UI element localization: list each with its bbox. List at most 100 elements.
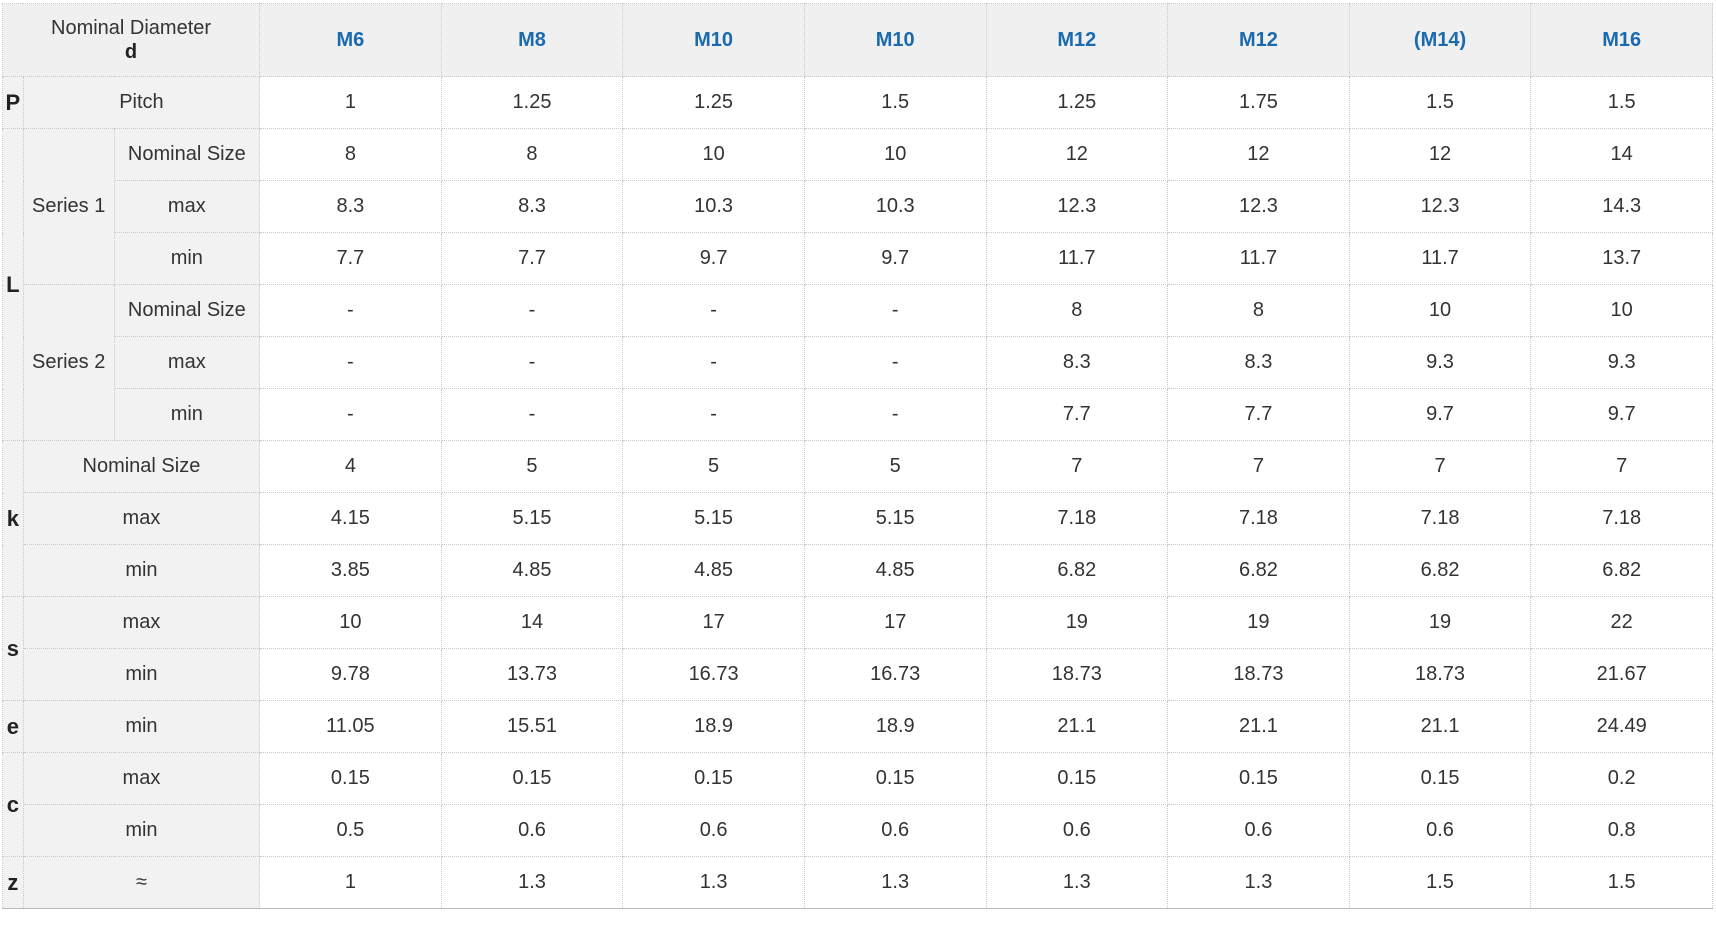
l-series1-min-value: 11.7 — [1167, 232, 1350, 285]
row-s-max: s max 10 14 17 17 19 19 19 22 — [2, 596, 1713, 701]
series2-max-label: max — [113, 336, 261, 389]
s-min-label: min — [22, 648, 261, 701]
series1-max-label: max — [113, 180, 261, 233]
column-header-m10-b: M10 — [803, 3, 987, 77]
l-series2-min-value: 7.7 — [985, 388, 1169, 441]
s-max-value: 19 — [1167, 596, 1350, 649]
row-l-series2-nominal: Series 2 Nominal Size - - - -8 8 10 10 — [3, 284, 1713, 441]
k-min-value: 6.82 — [1167, 544, 1350, 597]
l-series2-nominal-value: 10 — [1348, 284, 1532, 337]
z-value: 1.3 — [1167, 856, 1350, 909]
l-series1-nominal-value: 12 — [1167, 128, 1350, 181]
row-e-min: e min 11.05 15.51 18.9 18.9 21.1 21.1 21.1 24.49 — [2, 700, 1713, 753]
k-max-value: 7.18 — [1530, 492, 1713, 545]
column-header-m10-a: M10 — [622, 3, 805, 77]
series2-nominal-label: Nominal Size — [113, 284, 261, 337]
c-min-value: 0.6 — [622, 804, 805, 857]
s-min-value: 18.73 — [1348, 648, 1532, 701]
l-series2-min-value: 7.7 — [1167, 388, 1350, 441]
l-series2-nominal-value: - — [440, 284, 624, 337]
e-min-label: min — [22, 700, 261, 753]
l-series2-max-value: 9.3 — [1348, 336, 1532, 389]
s-max-value: 14 — [440, 596, 624, 649]
z-approx-label: ≈ — [22, 856, 261, 909]
row-l-series1-max: max 8.3 8.3 10.3 10.3 12.3 12.3 12.3 14.3 — [3, 180, 1713, 233]
l-series1-min-value: 13.7 — [1530, 232, 1713, 285]
c-max-value: 0.2 — [1530, 752, 1713, 805]
l-series2-min-value: - — [803, 388, 987, 441]
k-max-value: 7.18 — [1348, 492, 1532, 545]
l-series2-min-value: 9.7 — [1348, 388, 1532, 441]
l-series1-nominal-value: 8 — [259, 128, 442, 181]
l-series2-min-value: - — [622, 388, 805, 441]
c-min-value: 0.6 — [1348, 804, 1532, 857]
s-max-value: 19 — [985, 596, 1169, 649]
symbol-p: P — [2, 76, 24, 129]
l-series2-max-value: - — [622, 336, 805, 389]
c-min-value: 0.8 — [1530, 804, 1713, 857]
c-min-value: 0.6 — [803, 804, 987, 857]
dimension-table: Nominal Diameter d M6 M8 M10 M10 M12 M12… — [1, 3, 1713, 909]
k-nominal-value: 5 — [803, 440, 987, 493]
c-min-value: 0.5 — [259, 804, 442, 857]
l-series1-min-value: 9.7 — [803, 232, 987, 285]
l-series2-max-value: - — [259, 336, 442, 389]
column-header-m14: (M14) — [1348, 3, 1532, 77]
k-max-value: 5.15 — [622, 492, 805, 545]
s-max-label: max — [22, 596, 261, 649]
z-value: 1 — [259, 856, 442, 909]
c-max-label: max — [22, 752, 261, 805]
k-min-value: 4.85 — [622, 544, 805, 597]
k-nominal-value: 4 — [259, 440, 442, 493]
c-min-label: min — [22, 804, 261, 857]
c-min-value: 0.6 — [440, 804, 624, 857]
e-min-value: 11.05 — [259, 700, 442, 753]
series2-min-label: min — [113, 388, 261, 441]
l-series2-max-value: - — [803, 336, 987, 389]
c-min-value: 0.6 — [1167, 804, 1350, 857]
l-series2-min-value: - — [259, 388, 442, 441]
row-s-min: min 9.78 13.73 16.73 16.73 18.73 18.73 18.73 21.… — [3, 648, 1713, 701]
row-k-min: min 3.85 4.85 4.85 4.85 6.82 6.82 6.82 6.82 — [3, 544, 1713, 597]
l-series1-min-value: 9.7 — [622, 232, 805, 285]
column-header-m16: M16 — [1530, 3, 1713, 77]
k-max-value: 7.18 — [985, 492, 1169, 545]
c-max-value: 0.15 — [440, 752, 624, 805]
pitch-value: 1 — [259, 76, 442, 129]
s-min-value: 18.73 — [985, 648, 1169, 701]
k-min-label: min — [22, 544, 261, 597]
k-max-value: 4.15 — [259, 492, 442, 545]
k-nominal-value: 7 — [1530, 440, 1713, 493]
k-nominal-value: 5 — [622, 440, 805, 493]
l-series1-max-value: 10.3 — [622, 180, 805, 233]
k-max-label: max — [22, 492, 261, 545]
pitch-value: 1.25 — [622, 76, 805, 129]
l-series1-max-value: 12.3 — [985, 180, 1169, 233]
s-max-value: 10 — [259, 596, 442, 649]
z-value: 1.5 — [1348, 856, 1532, 909]
row-l-series2-max: max - - - -8.3 8.3 9.3 9.3 — [3, 336, 1713, 389]
l-series2-nominal-value: - — [622, 284, 805, 337]
l-series2-nominal-value: 8 — [985, 284, 1169, 337]
row-k-max: max 4.15 5.15 5.15 5.15 7.18 7.18 7.18 7.18 — [3, 492, 1713, 545]
e-min-value: 21.1 — [985, 700, 1169, 753]
s-min-value: 13.73 — [440, 648, 624, 701]
l-series1-min-value: 11.7 — [985, 232, 1169, 285]
l-series1-min-value: 7.7 — [440, 232, 624, 285]
s-min-value: 16.73 — [803, 648, 987, 701]
e-min-value: 15.51 — [440, 700, 624, 753]
column-header-m8: M8 — [440, 3, 624, 77]
row-z: z ≈1 1.3 1.3 1.3 1.3 1.3 1.5 1.5 — [2, 856, 1713, 909]
k-min-value: 3.85 — [259, 544, 442, 597]
pitch-label: Pitch — [22, 76, 261, 129]
l-series1-nominal-value: 10 — [622, 128, 805, 181]
nominal-diameter-symbol: d — [124, 41, 138, 63]
c-min-value: 0.6 — [985, 804, 1169, 857]
symbol-l: L — [2, 128, 24, 441]
s-min-value: 16.73 — [622, 648, 805, 701]
k-min-value: 6.82 — [1348, 544, 1532, 597]
l-series2-max-value: 8.3 — [1167, 336, 1350, 389]
z-value: 1.3 — [622, 856, 805, 909]
l-series1-max-value: 14.3 — [1530, 180, 1713, 233]
c-max-value: 0.15 — [259, 752, 442, 805]
